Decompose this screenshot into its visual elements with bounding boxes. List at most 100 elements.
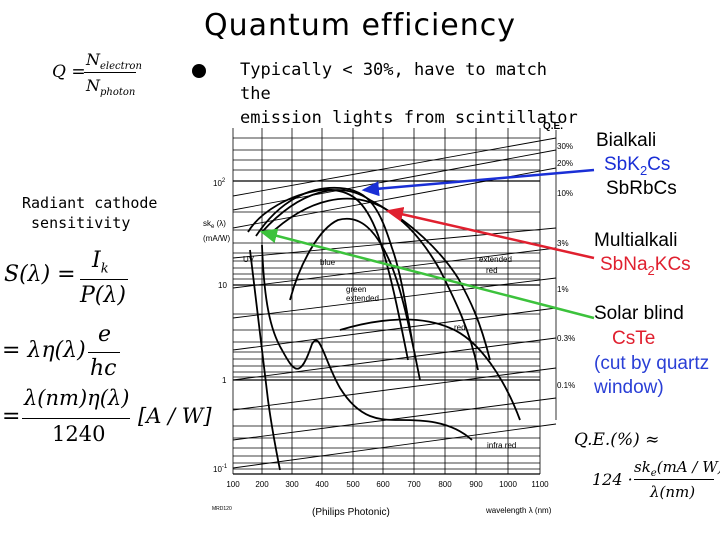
x-ticks: 100 200 300 400 500 600 700 800 900 1000… (226, 480, 549, 489)
qe-num-rest: (mA / W) (656, 458, 720, 476)
q-numerator: Nelectron (86, 50, 142, 72)
s-line2-prefix: = λη(λ) (2, 338, 86, 363)
spectral-sensitivity-graph: UV blue green extended extended red red … (203, 121, 575, 518)
slide-title: Quantum efficiency (203, 8, 517, 43)
s-frac2-num: e (98, 322, 112, 347)
label-extended-red-1: extended (479, 255, 512, 264)
solar-blind-curve (249, 249, 281, 471)
sbna2kcs-sub: 2 (647, 262, 655, 278)
y-axis-label-1: ske (λ) (203, 219, 226, 230)
qe-formula-prefix: 124 · (592, 470, 633, 489)
uv-curve (261, 244, 473, 441)
q-symbol: Q (52, 62, 66, 82)
figure-code: MRD120 (212, 506, 232, 512)
qe-tick-20: 20% (557, 159, 573, 168)
bullet-dot (192, 64, 206, 78)
bullet-line-2: emission lights from scintillator (240, 108, 578, 128)
sbk2cs-part-b: K (627, 154, 640, 175)
label-cut-line-1: (cut by quartz (594, 353, 710, 374)
qe-axis-title: Q.E. (543, 121, 563, 132)
qe-formula-num: ske(mA / W) (634, 458, 720, 479)
sbna2kcs-part-a: SbNa (600, 254, 648, 275)
x-axis-label: wavelength λ (nm) (485, 506, 552, 515)
qe-tick-03: 0.3% (557, 334, 575, 343)
q-numerator-n: N (86, 50, 100, 69)
label-cste: CsTe (612, 328, 656, 349)
q-denominator-sub: photon (100, 87, 136, 99)
q-denominator: Nphoton (86, 76, 135, 98)
label-bialkali: Bialkali (596, 130, 657, 151)
s-frac1-bar (80, 279, 128, 280)
radiant-sensitivity-label: Radiant cathode sensitivity (22, 193, 157, 233)
qe-formula-lhs: Q.E.(%) ≈ (574, 430, 660, 450)
s-line3-bar (22, 418, 130, 419)
s-lhs: S(λ) = (4, 262, 76, 287)
red-arrow (385, 207, 595, 260)
qe-iso-lines (232, 137, 557, 469)
s-frac1-den: P(λ) (80, 283, 126, 308)
qe-tick-3: 3% (557, 239, 569, 248)
s-frac1-num: Ik (92, 248, 109, 276)
qe-tick-30: 30% (557, 142, 573, 151)
label-sbrbcs: SbRbCs (606, 178, 677, 199)
y-tick-10: 10 (218, 281, 227, 290)
q-fraction-bar (84, 72, 136, 73)
radiant-line-1: Radiant cathode (22, 194, 158, 212)
s-line3-num: λ(nm)η(λ) (24, 386, 130, 410)
s-frac2-den: hc (90, 356, 117, 381)
q-lhs: Q = (52, 62, 86, 82)
multialkali-curve (261, 189, 479, 371)
source-credit: (Philips Photonic) (312, 507, 390, 518)
y-axis-label-2: (mA/W) (203, 234, 230, 243)
x-tick-700: 700 (407, 480, 421, 489)
radiant-line-2: sensitivity (22, 214, 131, 232)
y-tick-01: 10-1 (213, 464, 228, 474)
label-cut-line-2: window) (594, 377, 664, 398)
label-green-extended-2: extended (346, 294, 379, 303)
x-tick-1100: 1100 (531, 480, 549, 489)
label-extended-red-2: red (486, 266, 498, 275)
extended-red-curve (267, 197, 491, 361)
label-infra-red: infra red (487, 441, 516, 450)
q-numerator-sub: electron (100, 61, 142, 73)
y-tick-1: 1 (222, 376, 227, 385)
sbk2cs-sub: 2 (639, 162, 648, 178)
label-sbk2cs: SbK2Cs (604, 154, 670, 182)
x-tick-900: 900 (469, 480, 483, 489)
x-tick-1000: 1000 (499, 480, 517, 489)
infra-red-curve (339, 318, 521, 421)
qe-formula-den: λ(nm) (650, 483, 696, 501)
green-arrow (259, 228, 595, 320)
x-tick-100: 100 (226, 480, 240, 489)
qe-tick-10: 10% (557, 189, 573, 198)
bullet-text: Typically < 30%, have to match the emiss… (240, 58, 580, 130)
x-tick-400: 400 (315, 480, 329, 489)
s-frac2-bar (88, 352, 120, 353)
sbk2cs-part-c: Cs (647, 154, 671, 175)
label-solar-blind: Solar blind (594, 303, 684, 324)
qe-fraction-bar (634, 479, 714, 480)
label-uv: UV (243, 255, 255, 264)
qe-num-sk: sk (634, 458, 651, 476)
label-blue: blue (320, 258, 336, 267)
label-multialkali: Multialkali (594, 230, 678, 251)
green-extended-curve (289, 217, 421, 381)
x-tick-500: 500 (346, 480, 360, 489)
q-denominator-n: N (86, 76, 100, 95)
y-tick-100: 102 (213, 178, 226, 188)
x-tick-600: 600 (376, 480, 390, 489)
s-frac1-num-sub: k (100, 261, 109, 277)
bullet-line-1: Typically < 30%, have to match the (240, 60, 548, 104)
sbk2cs-part-a: Sb (604, 154, 628, 175)
qe-tick-01: 0.1% (557, 381, 575, 390)
horizontal-grid (233, 137, 540, 475)
bialkali-curve (247, 188, 409, 361)
x-tick-300: 300 (285, 480, 299, 489)
spectral-curves (247, 186, 521, 471)
s-line3-den: 1240 (52, 422, 106, 446)
s-line3-unit: [A / W] (138, 404, 212, 428)
x-tick-200: 200 (255, 480, 269, 489)
blue-arrow (361, 168, 595, 197)
qe-tick-1: 1% (557, 285, 569, 294)
